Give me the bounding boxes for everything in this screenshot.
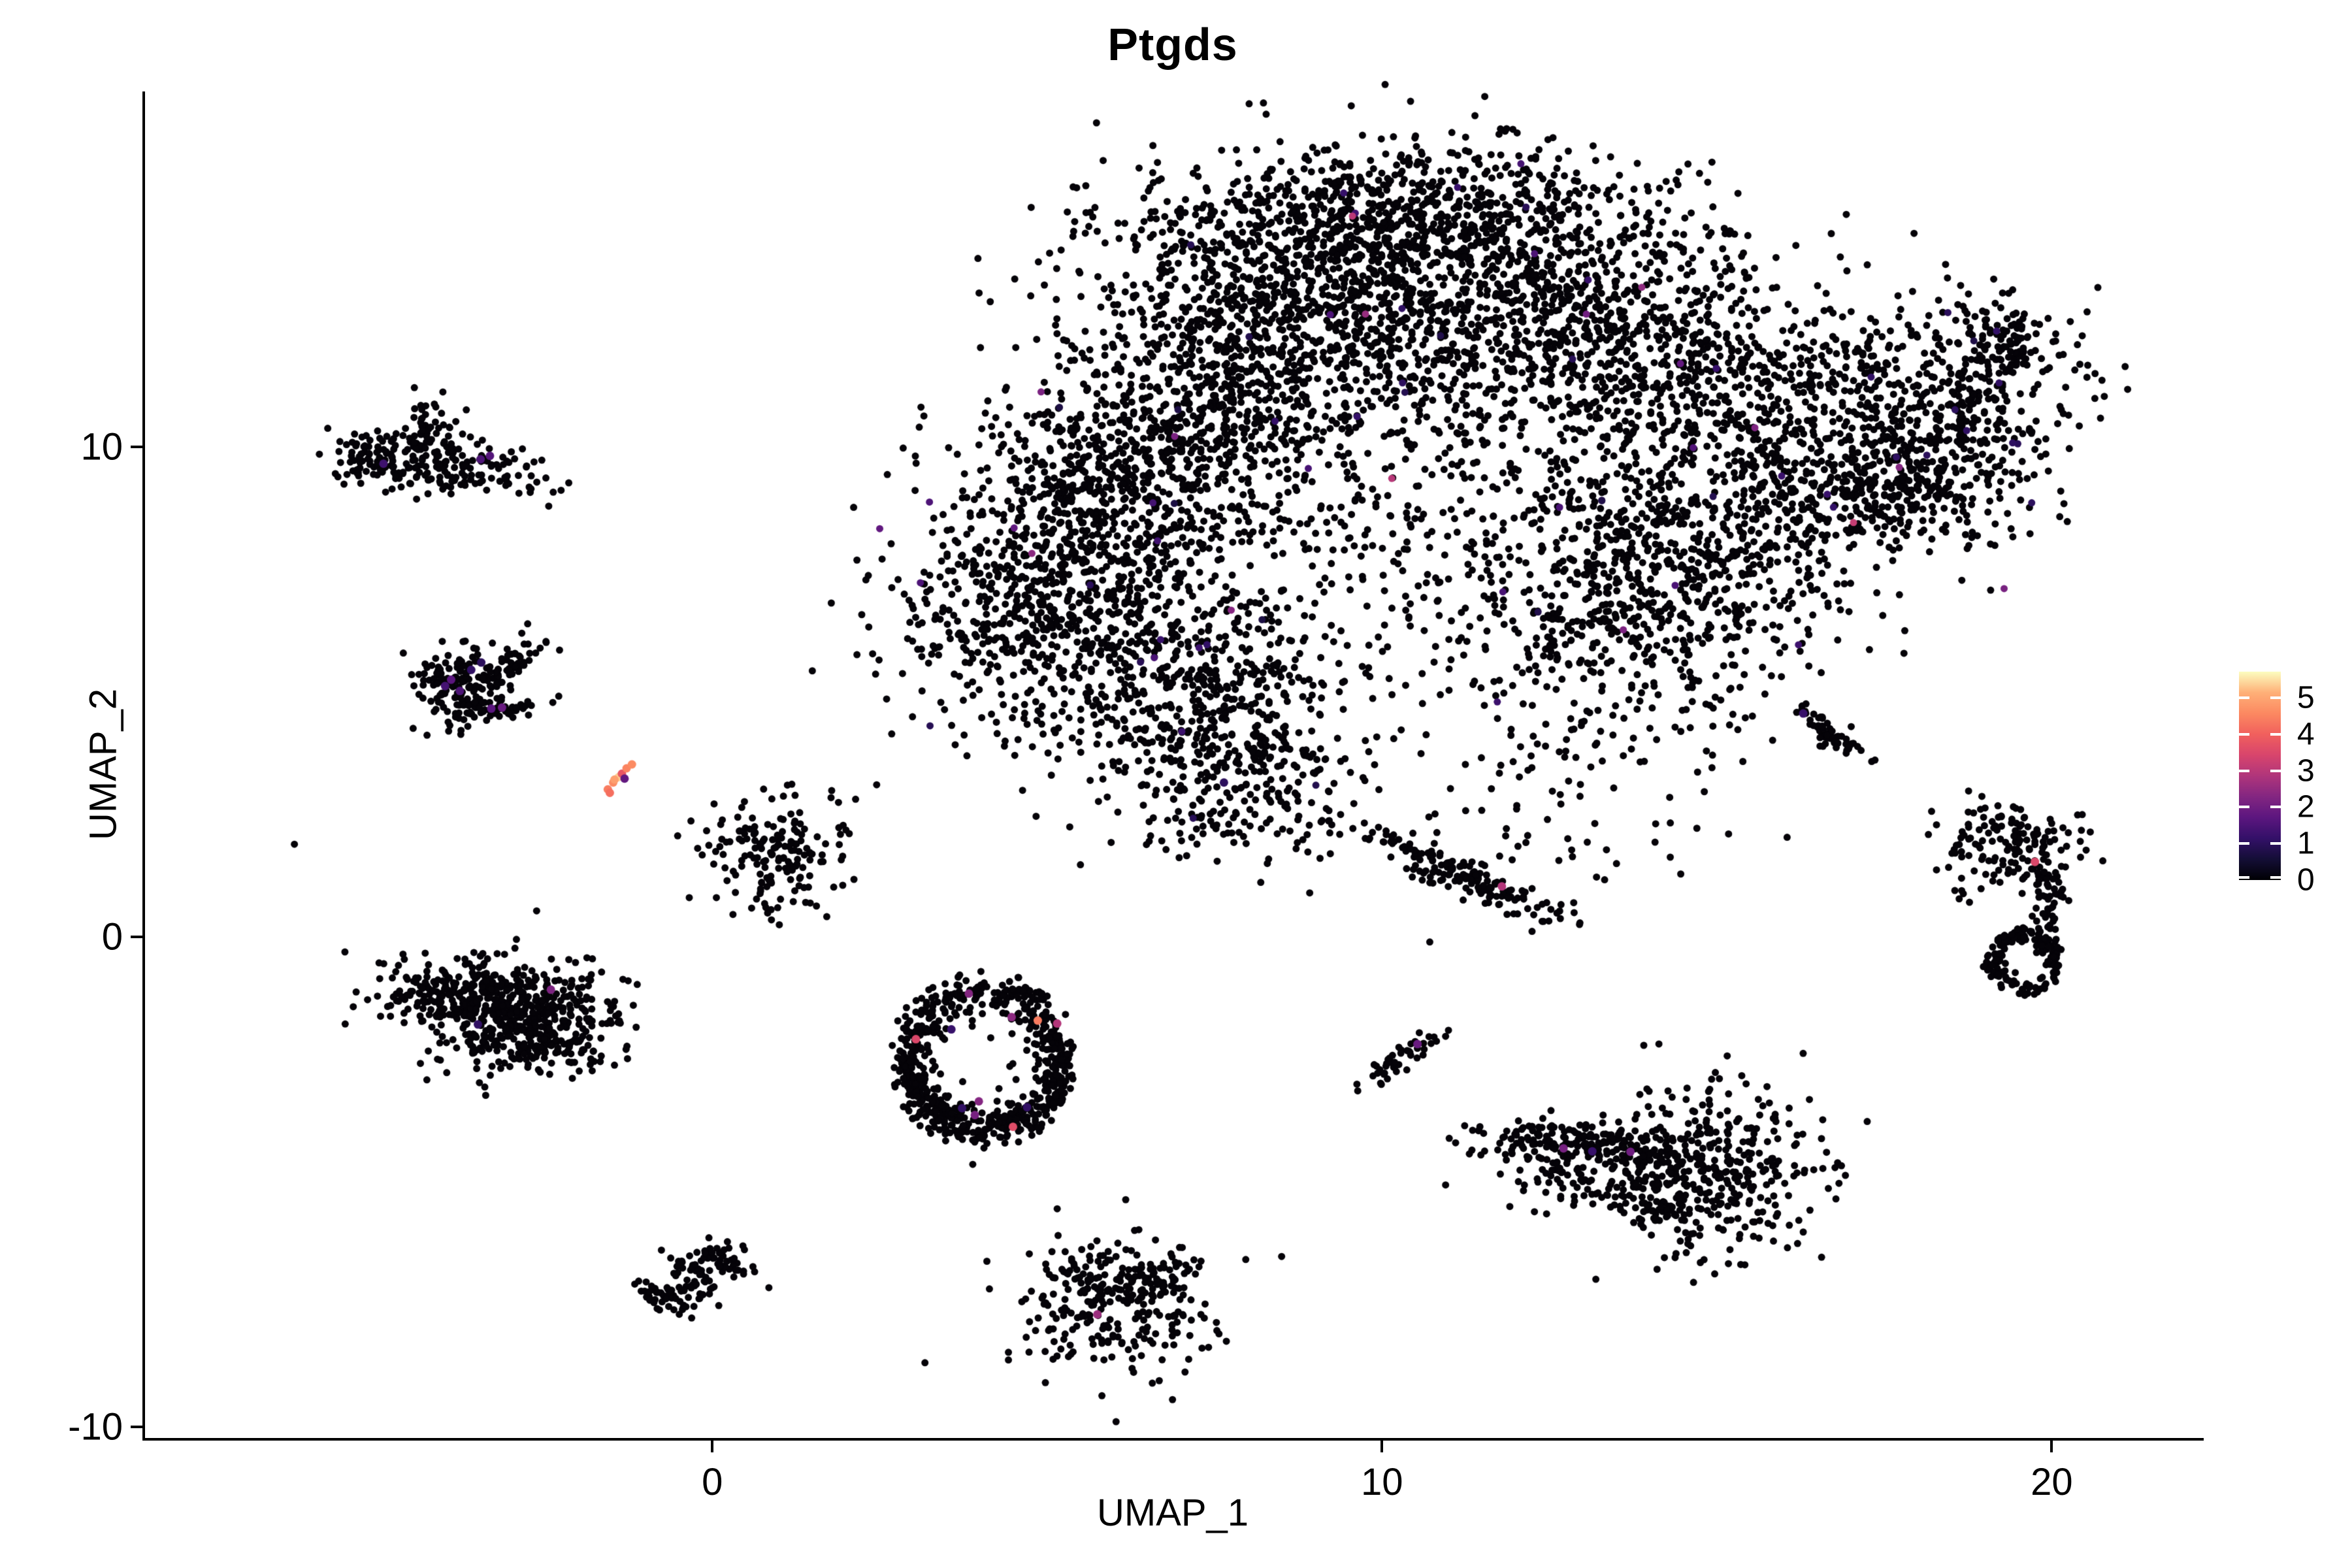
x-tick-label: 20 bbox=[2031, 1461, 2073, 1503]
expression-colorbar bbox=[2239, 672, 2281, 880]
colorbar-tick-mark bbox=[2270, 842, 2281, 845]
axis-tick-mark bbox=[1380, 1441, 1384, 1452]
legend-tick-label: 3 bbox=[2297, 753, 2315, 789]
colorbar-tick-mark bbox=[2239, 842, 2249, 845]
legend-tick-label: 5 bbox=[2297, 680, 2315, 715]
colorbar-tick-mark bbox=[2270, 732, 2281, 736]
colorbar-tick-mark bbox=[2239, 806, 2249, 809]
colorbar-tick-mark bbox=[2239, 732, 2249, 736]
axis-tick-mark bbox=[2050, 1441, 2053, 1452]
y-axis-line bbox=[142, 91, 145, 1441]
y-axis-title: UMAP_2 bbox=[82, 688, 125, 841]
colorbar-tick-mark bbox=[2270, 876, 2281, 879]
colorbar-tick-mark bbox=[2270, 769, 2281, 772]
legend-tick-label: 0 bbox=[2297, 862, 2315, 898]
axis-tick-mark bbox=[711, 1441, 714, 1452]
colorbar-tick-mark bbox=[2270, 806, 2281, 809]
colorbar-tick-mark bbox=[2239, 696, 2249, 700]
axis-tick-mark bbox=[131, 446, 142, 449]
colorbar-tick-mark bbox=[2239, 769, 2249, 772]
legend-tick-label: 4 bbox=[2297, 717, 2315, 752]
y-tick-label: 10 bbox=[80, 425, 123, 468]
y-tick-label: -10 bbox=[68, 1405, 123, 1448]
colorbar-tick-mark bbox=[2239, 876, 2249, 879]
legend-tick-label: 1 bbox=[2297, 826, 2315, 861]
axis-tick-mark bbox=[131, 935, 142, 938]
x-axis-line bbox=[142, 1438, 2204, 1441]
plot-title: Ptgds bbox=[1107, 19, 1238, 70]
x-axis-title: UMAP_1 bbox=[1096, 1492, 1249, 1534]
legend-tick-label: 2 bbox=[2297, 789, 2315, 825]
colorbar-tick-mark bbox=[2270, 696, 2281, 700]
x-tick-label: 0 bbox=[702, 1461, 723, 1503]
axis-tick-mark bbox=[131, 1425, 142, 1428]
x-tick-label: 10 bbox=[1361, 1461, 1403, 1503]
y-tick-label: 0 bbox=[101, 915, 123, 958]
